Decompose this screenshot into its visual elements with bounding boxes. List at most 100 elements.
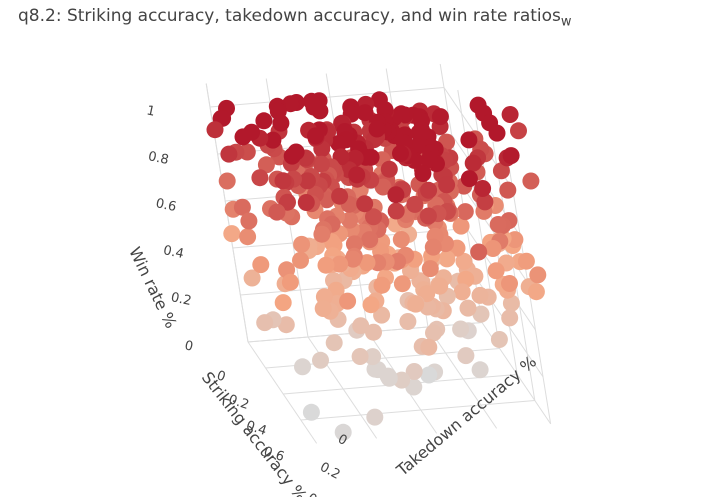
x-tick-label: 0.2 <box>227 392 251 413</box>
data-point <box>252 256 270 274</box>
data-point <box>218 172 236 190</box>
data-point <box>292 251 309 269</box>
data-point <box>501 275 518 292</box>
data-point <box>380 160 398 178</box>
data-point <box>239 228 257 246</box>
y-tick-label: 0.4 <box>305 491 330 497</box>
data-point <box>331 255 349 273</box>
data-point <box>356 195 374 213</box>
data-point <box>233 198 251 216</box>
data-point <box>407 295 425 313</box>
chart-title-main: q8.2: Striking accuracy, takedown accura… <box>18 6 561 26</box>
data-point <box>392 145 409 162</box>
data-point <box>470 243 488 261</box>
data-point <box>476 193 494 211</box>
data-point <box>431 108 449 126</box>
data-point <box>452 217 470 235</box>
data-point <box>264 131 282 149</box>
data-point <box>341 211 359 229</box>
data-point <box>206 121 224 139</box>
data-point <box>345 235 363 253</box>
y-tick-label: 0.2 <box>317 460 342 483</box>
data-point <box>405 363 423 380</box>
grid-line <box>209 87 445 108</box>
data-point <box>373 276 391 294</box>
data-point <box>501 309 519 327</box>
data-point <box>307 127 324 145</box>
data-point <box>373 306 391 324</box>
data-point <box>392 231 410 248</box>
data-point <box>431 277 449 295</box>
data-point <box>281 273 299 291</box>
data-point <box>297 194 315 211</box>
data-point <box>368 120 386 138</box>
data-point <box>348 166 366 184</box>
data-point <box>471 286 489 304</box>
data-point <box>255 112 273 130</box>
data-point <box>420 151 438 169</box>
data-point <box>393 371 411 389</box>
data-point <box>274 172 292 190</box>
z-tick-label: 1 <box>145 103 156 119</box>
data-point <box>472 305 490 323</box>
grid-line <box>247 341 318 444</box>
data-point <box>438 250 456 268</box>
z-tick-label: 0.8 <box>147 149 170 168</box>
data-point <box>387 202 405 220</box>
data-point <box>471 361 489 379</box>
data-point <box>358 254 376 272</box>
data-point <box>527 283 545 301</box>
data-point <box>456 203 474 221</box>
data-point <box>414 165 432 182</box>
grid-line <box>300 400 535 421</box>
data-point <box>344 250 362 268</box>
data-point <box>294 358 311 376</box>
data-point <box>406 195 424 213</box>
x-tick-label: 0.4 <box>244 418 268 439</box>
data-point <box>274 294 292 312</box>
data-point <box>438 176 456 194</box>
z-tick-label: 0 <box>183 338 194 354</box>
data-point <box>374 178 392 196</box>
data-point <box>501 106 519 123</box>
data-point <box>420 366 438 384</box>
data-point <box>517 252 535 270</box>
data-point <box>499 181 517 199</box>
grid-line <box>427 326 498 429</box>
data-point <box>492 162 510 180</box>
data-point <box>234 128 252 146</box>
data-point <box>418 285 436 303</box>
data-point <box>487 262 505 280</box>
data-point <box>365 323 382 341</box>
data-point <box>352 317 370 335</box>
data-point <box>510 122 527 140</box>
data-point <box>325 334 343 352</box>
data-point <box>460 170 478 188</box>
data-point <box>455 252 473 270</box>
chart-title: q8.2: Striking accuracy, takedown accura… <box>18 6 572 29</box>
data-point <box>399 313 417 330</box>
data-point <box>420 181 438 199</box>
data-point <box>490 331 508 348</box>
data-point <box>220 145 238 163</box>
data-point <box>293 235 311 253</box>
data-point <box>529 266 547 284</box>
data-point <box>464 154 482 172</box>
z-tick-label: 0.2 <box>169 290 192 309</box>
chart-title-subscript: w <box>560 14 572 30</box>
data-point <box>317 256 335 274</box>
data-point <box>453 283 471 301</box>
data-point <box>339 292 357 310</box>
data-point <box>314 300 332 317</box>
data-point <box>452 320 470 338</box>
data-point <box>268 203 286 221</box>
data-point <box>474 180 492 197</box>
data-point <box>421 260 439 278</box>
data-point <box>376 101 394 119</box>
z-tick-label: 0.4 <box>162 243 185 262</box>
data-point <box>502 147 520 165</box>
data-point <box>330 135 348 152</box>
data-point <box>305 98 323 116</box>
data-point <box>410 124 428 142</box>
